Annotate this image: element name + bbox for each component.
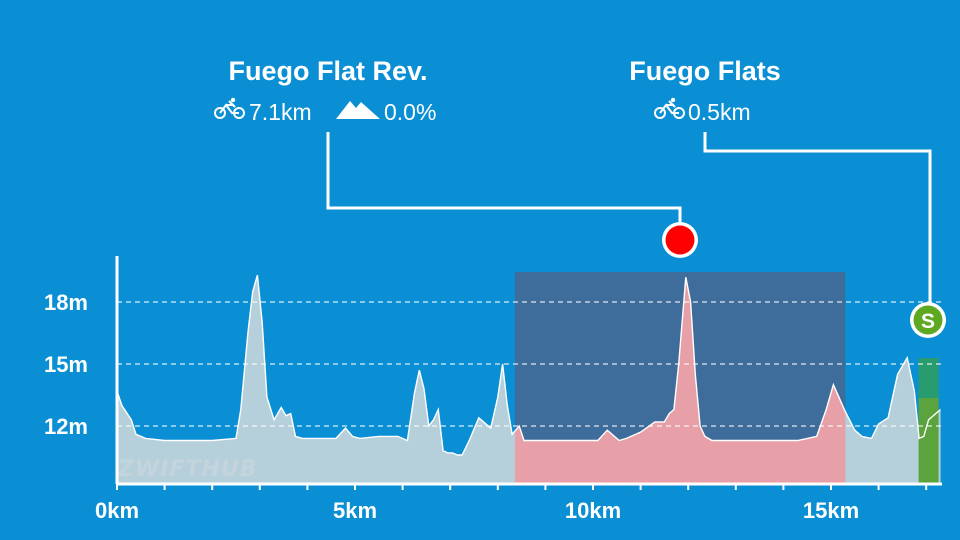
zwifthub-watermark: ZWIFTHUB [117, 457, 257, 482]
segment-start-marker[interactable] [662, 222, 698, 258]
bike-icon [654, 97, 685, 119]
x-tick-label: 15km [803, 498, 859, 523]
segment-elevation-area [514, 277, 846, 484]
grid-lines [117, 301, 942, 427]
sprint-zone-top [918, 358, 939, 398]
red-marker-icon [665, 225, 695, 255]
y-tick-label: 12m [44, 414, 88, 439]
mountain-icon [336, 101, 380, 119]
segment-1-gradient: 0.0% [384, 99, 436, 125]
segment-1-distance: 7.1km [249, 99, 312, 125]
segment-2-name: Fuego Flats [629, 56, 781, 86]
sprint-badge[interactable]: S [910, 302, 946, 338]
segment-1-connector [326, 132, 682, 224]
y-tick-labels: 12m 15m 18m [44, 290, 88, 439]
segment-2-connector [703, 132, 932, 303]
y-tick-label: 15m [44, 352, 88, 377]
elevation-profile-line [116, 274, 941, 456]
bike-icon [214, 97, 245, 119]
x-tick-labels: 0km 5km 10km 15km [95, 484, 928, 523]
sprint-badge-label: S [921, 310, 935, 333]
x-tick-label: 10km [565, 498, 621, 523]
x-tick-label: 5km [333, 498, 377, 523]
segment-1-name: Fuego Flat Rev. [228, 56, 427, 86]
x-tick-label: 0km [95, 498, 139, 523]
segment-2-distance: 0.5km [688, 99, 751, 125]
y-tick-label: 18m [44, 290, 88, 315]
